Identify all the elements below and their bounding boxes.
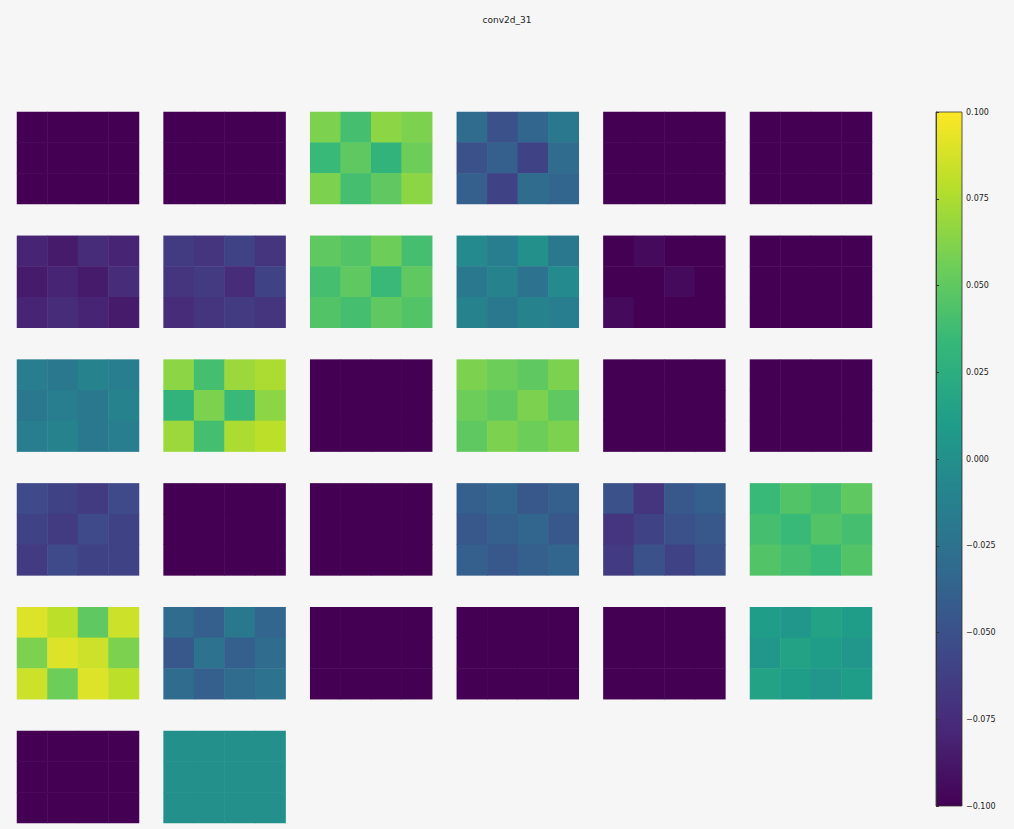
svg-text:−0.100: −0.100 [966, 802, 996, 811]
svg-text:−0.025: −0.025 [966, 541, 996, 550]
svg-text:−0.075: −0.075 [966, 715, 996, 724]
svg-text:0.050: 0.050 [966, 281, 989, 290]
svg-text:0.000: 0.000 [966, 455, 989, 464]
svg-text:conv2d_31: conv2d_31 [483, 15, 532, 25]
svg-text:0.100: 0.100 [966, 108, 989, 117]
svg-text:0.075: 0.075 [966, 194, 989, 203]
svg-text:−0.050: −0.050 [966, 628, 996, 637]
svg-text:0.025: 0.025 [966, 368, 989, 377]
